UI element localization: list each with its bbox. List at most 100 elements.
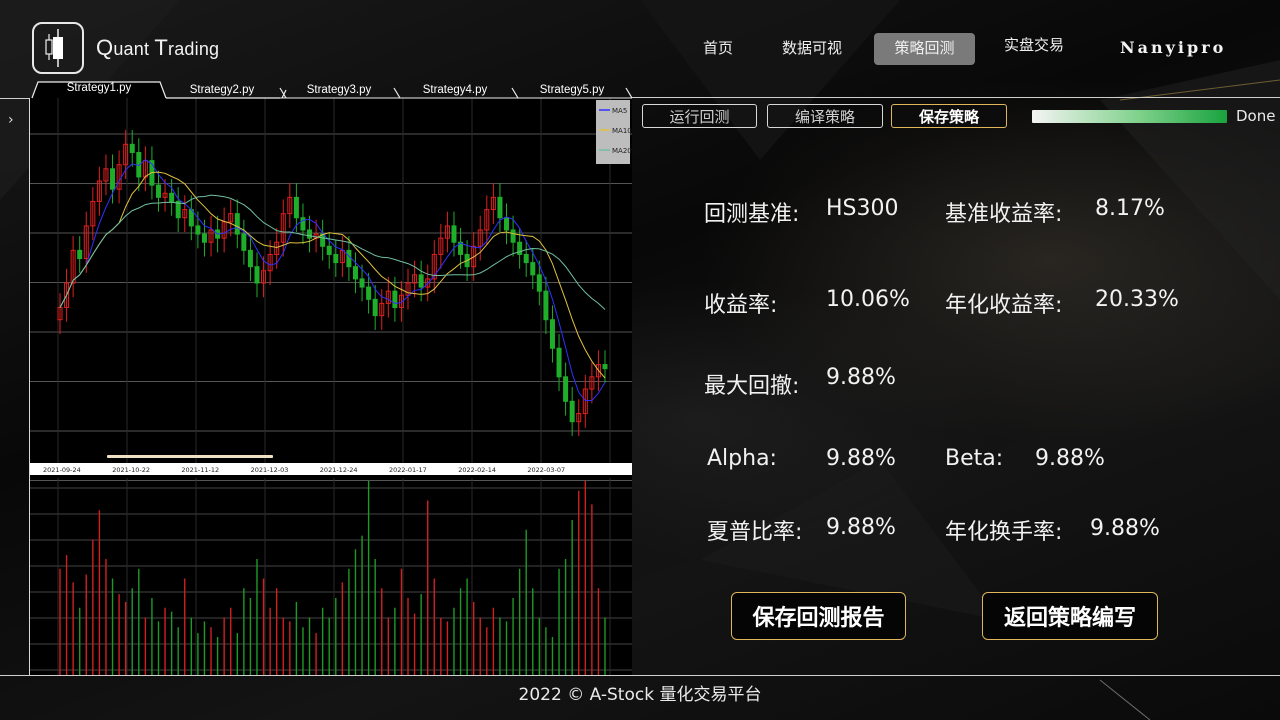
candle-body: [451, 225, 457, 243]
candle-body: [536, 274, 542, 292]
app-logo: [32, 22, 84, 74]
candlestick-logo-icon: [45, 29, 63, 67]
candle-body: [346, 249, 352, 268]
candle-body: [510, 229, 516, 243]
candle-body: [339, 249, 345, 264]
legend-label: MA10: [612, 127, 632, 135]
candle-body: [398, 294, 404, 308]
candle-body: [234, 213, 240, 235]
turnover-label: 年化换手率:: [945, 520, 1063, 545]
candle-body: [589, 376, 595, 390]
candle-body: [484, 209, 490, 231]
back-to-edit-button[interactable]: 返回策略编写: [982, 592, 1158, 640]
benchmark-label: 回测基准:: [704, 202, 800, 227]
candle-body: [169, 192, 175, 202]
candle-body: [412, 274, 418, 284]
ma20-line: [59, 194, 606, 310]
annual-return-value: 20.33%: [1095, 287, 1179, 312]
candle-body: [595, 364, 601, 378]
benchmark-value: HS300: [826, 196, 899, 221]
strategy-tabs: Strategy1.py Strategy2.py Strategy3.py S…: [30, 80, 632, 99]
candle-body: [333, 253, 339, 264]
kline-chart-svg: 2021-09-24 2021-10-22 2021-11-12 2021-12-03…: [30, 98, 632, 676]
legend-label: MA5: [612, 107, 627, 115]
candle-body: [523, 253, 529, 264]
candle-body: [563, 376, 569, 402]
zoom-slider: [107, 455, 273, 458]
candle-body: [208, 229, 214, 243]
compile-strategy-button[interactable]: 编译策略: [767, 104, 883, 128]
candle-body: [431, 253, 437, 280]
candle-body: [175, 200, 181, 219]
candle-body: [379, 302, 385, 317]
candle-body: [307, 229, 313, 239]
candle-body: [569, 400, 575, 423]
candle-body: [123, 143, 129, 166]
nav-item-backtest[interactable]: 策略回测: [874, 33, 975, 65]
user-name[interactable]: Nanyipro: [1120, 38, 1227, 57]
sharpe-value: 9.88%: [826, 515, 896, 540]
candle-body: [418, 274, 424, 288]
candle-body: [458, 241, 464, 255]
candle-body: [471, 245, 477, 268]
candle-body: [504, 217, 510, 231]
sharpe-label: 夏普比率:: [707, 520, 803, 545]
candle-body: [385, 290, 391, 304]
candle-body: [320, 233, 326, 247]
candle-body: [300, 217, 306, 231]
ma10-line: [59, 171, 606, 379]
max-drawdown-label: 最大回撤:: [704, 374, 800, 399]
candle-body: [366, 286, 372, 300]
beta-value: 9.88%: [1035, 446, 1105, 471]
candle-body: [103, 168, 109, 182]
chevron-right-icon[interactable]: ›: [8, 112, 14, 128]
candle-body: [261, 270, 267, 284]
candle-body: [195, 225, 201, 235]
tab-strategy5[interactable]: Strategy5.py: [539, 84, 605, 96]
nav-item-home[interactable]: 首页: [702, 39, 733, 57]
return-value: 10.06%: [826, 287, 910, 312]
candle-body: [155, 184, 161, 198]
candle-body: [241, 233, 247, 251]
sidebar-divider: [0, 98, 32, 99]
x-tick-label: 2021-12-24: [320, 466, 358, 474]
candle-body: [70, 249, 76, 284]
footer-divider: [0, 675, 1280, 676]
tab-strategy4[interactable]: Strategy4.py: [422, 84, 488, 96]
progress-label: Done: [1236, 107, 1276, 125]
x-tick-label: 2022-02-14: [458, 466, 496, 474]
candle-body: [267, 253, 273, 272]
x-tick-label: 2022-01-17: [389, 466, 427, 474]
kline-chart[interactable]: 2021-09-24 2021-10-22 2021-11-12 2021-12-03…: [30, 98, 632, 676]
save-report-button[interactable]: 保存回测报告: [731, 592, 906, 640]
nav-item-live-trading[interactable]: 实盘交易: [1003, 36, 1064, 54]
candle-body: [280, 213, 286, 243]
candle-body: [517, 241, 523, 255]
candle-body: [274, 241, 280, 255]
x-tick-label: 2021-10-22: [112, 466, 150, 474]
alpha-value: 9.88%: [826, 446, 896, 471]
candle-body: [162, 192, 168, 198]
beta-label: Beta:: [945, 446, 1004, 471]
candle-body: [110, 168, 116, 190]
x-tick-label: 2021-12-03: [251, 466, 289, 474]
tab-strategy3[interactable]: Strategy3.py: [306, 84, 372, 96]
save-strategy-button[interactable]: 保存策略: [891, 104, 1007, 128]
alpha-label: Alpha:: [707, 446, 777, 471]
tab-strategy2[interactable]: Strategy2.py: [189, 84, 255, 96]
x-tick-label: 2021-11-12: [181, 466, 219, 474]
run-backtest-button[interactable]: 运行回测: [642, 104, 757, 128]
nav-item-data-visual[interactable]: 数据可视: [781, 39, 842, 57]
return-label: 收益率:: [704, 293, 778, 318]
candle-body: [77, 249, 83, 260]
candle-body: [64, 282, 70, 308]
candle-body: [326, 245, 332, 255]
candle-body: [497, 196, 503, 219]
progress-bar: [1032, 110, 1227, 123]
max-drawdown-value: 9.88%: [826, 365, 896, 390]
candle-body: [96, 180, 102, 202]
candle-body: [602, 364, 608, 370]
tab-strategy1[interactable]: Strategy1.py: [66, 82, 132, 94]
ma5-line: [59, 159, 606, 401]
candle-body: [182, 209, 188, 219]
